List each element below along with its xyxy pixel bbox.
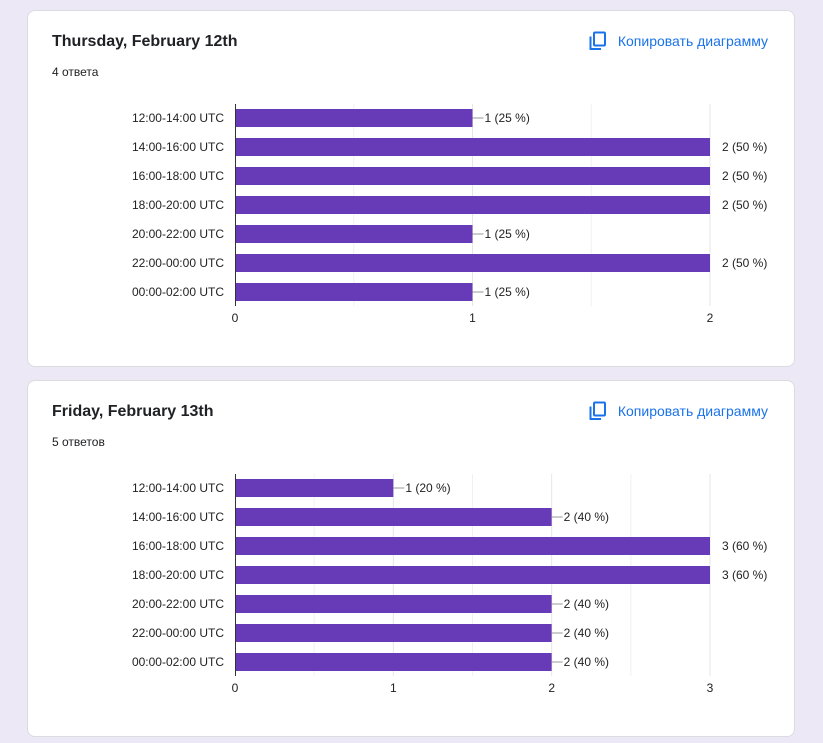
copy-chart-button[interactable]: Копировать диаграмму — [588, 401, 768, 421]
data-label: 1 (20 %) — [405, 481, 450, 495]
category-label: 20:00-22:00 UTC — [132, 227, 224, 241]
bar-chart: 12:00-14:00 UTC 1 (25 %) 14:00-16:00 UTC 2 … — [132, 104, 767, 325]
bar — [235, 653, 552, 671]
data-label: 3 (60 %) — [722, 539, 767, 553]
category-label: 18:00-20:00 UTC — [132, 198, 224, 212]
x-tick-label: 0 — [232, 311, 239, 325]
response-count: 4 ответа — [52, 65, 99, 79]
bar — [235, 566, 710, 584]
bar — [235, 196, 710, 214]
data-label: 2 (50 %) — [722, 256, 767, 270]
bar — [235, 624, 552, 642]
category-label: 00:00-02:00 UTC — [132, 655, 224, 669]
data-label: 1 (25 %) — [485, 227, 530, 241]
copy-chart-label: Копировать диаграмму — [617, 403, 768, 419]
chart-card-thursday: Thursday, February 12th 4 ответа Копиров… — [27, 10, 795, 367]
x-tick-label: 2 — [548, 681, 555, 695]
x-tick-label: 3 — [707, 681, 714, 695]
x-tick-label: 0 — [232, 681, 239, 695]
category-label: 16:00-18:00 UTC — [132, 539, 224, 553]
category-label: 14:00-16:00 UTC — [132, 510, 224, 524]
copy-chart-label: Копировать диаграмму — [617, 33, 768, 49]
category-label: 22:00-00:00 UTC — [132, 626, 224, 640]
data-label: 2 (50 %) — [722, 198, 767, 212]
response-count: 5 ответов — [52, 435, 105, 449]
data-label: 2 (40 %) — [564, 597, 609, 611]
bar — [235, 225, 473, 243]
copy-chart-button[interactable]: Копировать диаграмму — [588, 31, 768, 51]
category-label: 16:00-18:00 UTC — [132, 169, 224, 183]
card-title: Thursday, February 12th — [52, 33, 238, 50]
chart-card-friday: Friday, February 13th 5 ответов Копирова… — [27, 380, 795, 737]
category-label: 22:00-00:00 UTC — [132, 256, 224, 270]
x-tick-label: 2 — [707, 311, 714, 325]
category-label: 20:00-22:00 UTC — [132, 597, 224, 611]
data-label: 2 (50 %) — [722, 140, 767, 154]
bar — [235, 595, 552, 613]
data-label: 3 (60 %) — [722, 568, 767, 582]
bar-chart: 12:00-14:00 UTC 1 (20 %) 14:00-16:00 UTC 2 … — [132, 474, 767, 695]
copy-icon — [588, 31, 608, 51]
data-label: 2 (40 %) — [564, 655, 609, 669]
category-label: 18:00-20:00 UTC — [132, 568, 224, 582]
bar — [235, 254, 710, 272]
bar — [235, 109, 473, 127]
copy-icon — [588, 401, 608, 421]
bar — [235, 479, 394, 497]
bar — [235, 138, 710, 156]
x-tick-label: 1 — [469, 311, 476, 325]
category-label: 12:00-14:00 UTC — [132, 111, 224, 125]
data-label: 2 (40 %) — [564, 626, 609, 640]
data-label: 2 (40 %) — [564, 510, 609, 524]
bar — [235, 167, 710, 185]
category-label: 12:00-14:00 UTC — [132, 481, 224, 495]
bar — [235, 537, 710, 555]
category-label: 14:00-16:00 UTC — [132, 140, 224, 154]
x-tick-label: 1 — [390, 681, 397, 695]
bar — [235, 283, 473, 301]
data-label: 2 (50 %) — [722, 169, 767, 183]
data-label: 1 (25 %) — [485, 111, 530, 125]
data-label: 1 (25 %) — [485, 285, 530, 299]
bar — [235, 508, 552, 526]
card-title: Friday, February 13th — [52, 403, 214, 420]
category-label: 00:00-02:00 UTC — [132, 285, 224, 299]
